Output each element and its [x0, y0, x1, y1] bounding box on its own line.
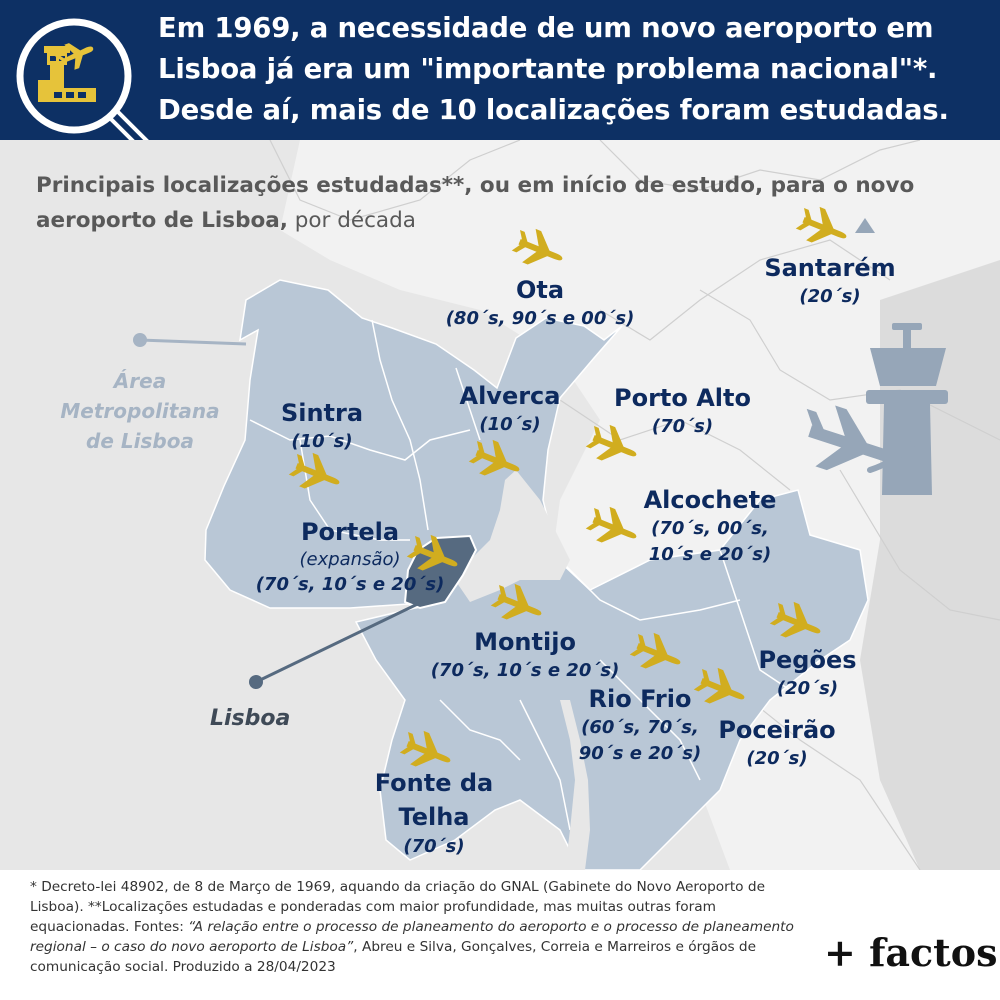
lisboa-leader-dot	[249, 675, 263, 689]
footnote-text-end: , Abreu e Silva, Gonçalves, Correia e Ma…	[30, 939, 757, 975]
location-name: Portela	[300, 518, 400, 546]
location-name: Alcochete	[643, 486, 777, 514]
area-leader-line	[139, 338, 247, 346]
magnifier-airport-icon	[16, 18, 161, 162]
lisboa-label: Lisboa	[210, 706, 291, 731]
location-santarem: Santarém (20´s)	[740, 252, 920, 310]
location-name: Montijo	[474, 628, 576, 656]
location-porto-alto: Porto Alto (70´s)	[600, 382, 765, 440]
map	[0, 140, 1000, 870]
location-name: Alverca	[459, 382, 561, 410]
location-name: Sintra	[280, 399, 364, 427]
location-decades: (20´s)	[776, 678, 839, 699]
sado-estuary	[560, 700, 590, 870]
footnote-source-title: “A relação entre o processo de planeamen…	[30, 919, 794, 955]
location-sintra: Sintra (10´s)	[252, 397, 392, 455]
location-pegoes: Pegões (20´s)	[745, 644, 870, 702]
location-decades: (70´s, 10´s e 20´s)	[255, 574, 445, 595]
location-name: Santarém	[764, 254, 896, 282]
header-banner	[0, 0, 1000, 140]
triangle-marker	[855, 218, 875, 233]
footer	[0, 870, 1000, 1000]
location-name: Poceirão	[718, 716, 836, 744]
location-decades: (70´s)	[651, 416, 714, 437]
page-title: Em 1969, a necessidade de um novo aeropo…	[158, 12, 949, 126]
region-lines	[269, 140, 1000, 870]
location-poceirao: Poceirão (20´s)	[712, 714, 842, 772]
control-tower-icon	[806, 323, 948, 495]
footnote: * Decreto-lei 48902, de 8 de Março de 19…	[30, 877, 800, 977]
location-name: Pegões	[758, 646, 857, 674]
brand-logo: + factos	[824, 930, 998, 975]
location-montijo: Montijo (70´s, 10´s e 20´s)	[405, 626, 645, 684]
location-rio-frio: Rio Frio (60´s, 70´s, 90´s e 20´s)	[570, 683, 710, 767]
metro-area-label: Área Metropolitana de Lisboa	[50, 366, 230, 456]
metro-area-label-line: de Lisboa	[86, 429, 194, 453]
municipal-borders	[249, 319, 791, 831]
location-decades: (70´s, 10´s e 20´s)	[430, 660, 620, 681]
location-name: Rio Frio	[588, 685, 692, 713]
location-alcochete: Alcochete (70´s, 00´s, 10´s e 20´s)	[625, 484, 795, 568]
location-decades: (10´s)	[479, 414, 541, 435]
metro-area-label-line: Metropolitana	[60, 399, 220, 423]
location-note: (expansão)	[299, 549, 401, 570]
metro-area-label-line: Área	[113, 369, 167, 393]
location-name: Ota	[515, 276, 565, 304]
location-decades: (80´s, 90´s e 00´s)	[445, 308, 635, 329]
location-name: Fonte da Telha	[374, 769, 494, 831]
footnote-text: * Decreto-lei 48902, de 8 de Março de 19…	[30, 879, 766, 935]
location-alverca: Alverca (10´s)	[440, 380, 580, 438]
location-decades: (60´s, 70´s,	[581, 717, 699, 738]
subtitle: Principais localizações estudadas**, ou …	[36, 168, 956, 238]
location-portela: Portela (expansão) (70´s, 10´s e 20´s)	[250, 516, 450, 598]
location-name: Porto Alto	[614, 384, 751, 412]
lisboa-leader-line	[255, 596, 431, 684]
location-fonte-da-telha: Fonte da Telha (70´s)	[360, 766, 508, 860]
location-decades: (10´s)	[291, 431, 353, 452]
location-decades: 10´s e 20´s)	[648, 544, 772, 565]
location-ota: Ota (80´s, 90´s e 00´s)	[420, 274, 660, 332]
subtitle-rest: por década	[287, 208, 416, 233]
location-decades: (20´s)	[799, 286, 861, 307]
location-decades: 90´s e 20´s)	[578, 743, 702, 764]
location-decades: (70´s)	[403, 836, 465, 857]
location-decades: (70´s, 00´s,	[651, 518, 769, 539]
tagus-estuary	[455, 470, 570, 602]
location-decades: (20´s)	[746, 748, 808, 769]
subtitle-bold: Principais localizações estudadas**, ou …	[36, 173, 915, 233]
area-leader-dot	[133, 333, 147, 347]
